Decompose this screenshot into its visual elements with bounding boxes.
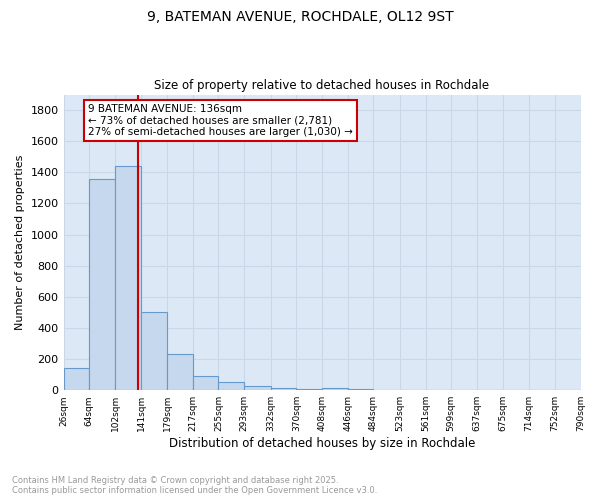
Bar [271, 388, 296, 390]
Text: Contains HM Land Registry data © Crown copyright and database right 2025.
Contai: Contains HM Land Registry data © Crown c… [12, 476, 377, 495]
Bar [64, 368, 89, 390]
Y-axis label: Number of detached properties: Number of detached properties [15, 154, 25, 330]
Bar [89, 178, 115, 390]
Bar [322, 388, 348, 390]
Bar [167, 354, 193, 390]
Bar [142, 312, 167, 390]
Bar [244, 386, 271, 390]
Text: 9, BATEMAN AVENUE, ROCHDALE, OL12 9ST: 9, BATEMAN AVENUE, ROCHDALE, OL12 9ST [146, 10, 454, 24]
Text: 9 BATEMAN AVENUE: 136sqm
← 73% of detached houses are smaller (2,781)
27% of sem: 9 BATEMAN AVENUE: 136sqm ← 73% of detach… [88, 104, 353, 137]
Bar [115, 166, 142, 390]
X-axis label: Distribution of detached houses by size in Rochdale: Distribution of detached houses by size … [169, 437, 475, 450]
Title: Size of property relative to detached houses in Rochdale: Size of property relative to detached ho… [154, 79, 490, 92]
Bar [218, 382, 244, 390]
Bar [193, 376, 218, 390]
